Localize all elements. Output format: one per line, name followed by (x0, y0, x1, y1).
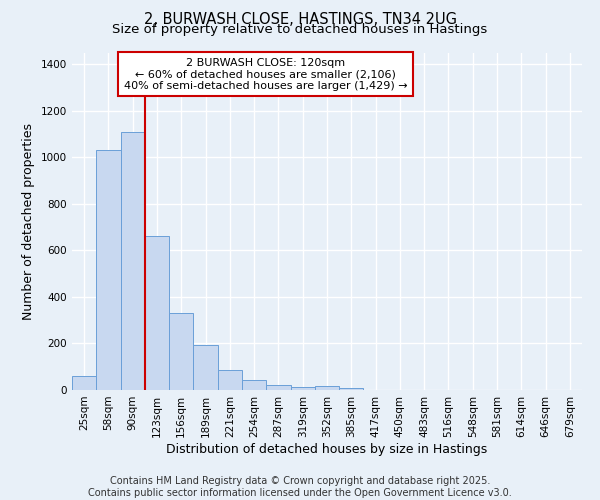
Bar (218, 370, 242, 390)
Bar (266, 385, 290, 390)
Bar (242, 380, 266, 390)
Bar (339, 388, 364, 390)
Bar (96, 150, 121, 390)
Bar (315, 386, 339, 390)
Bar (169, 313, 193, 390)
X-axis label: Distribution of detached houses by size in Hastings: Distribution of detached houses by size … (166, 442, 488, 456)
Bar (193, 345, 218, 390)
Bar (72, 376, 96, 390)
Text: Contains HM Land Registry data © Crown copyright and database right 2025.
Contai: Contains HM Land Registry data © Crown c… (88, 476, 512, 498)
Bar (121, 132, 145, 390)
Y-axis label: Number of detached properties: Number of detached properties (22, 122, 35, 320)
Text: 2, BURWASH CLOSE, HASTINGS, TN34 2UG: 2, BURWASH CLOSE, HASTINGS, TN34 2UG (143, 12, 457, 28)
Bar (145, 236, 169, 390)
Bar (290, 386, 315, 390)
Text: Size of property relative to detached houses in Hastings: Size of property relative to detached ho… (112, 22, 488, 36)
Text: 2 BURWASH CLOSE: 120sqm
← 60% of detached houses are smaller (2,106)
40% of semi: 2 BURWASH CLOSE: 120sqm ← 60% of detache… (124, 58, 407, 91)
